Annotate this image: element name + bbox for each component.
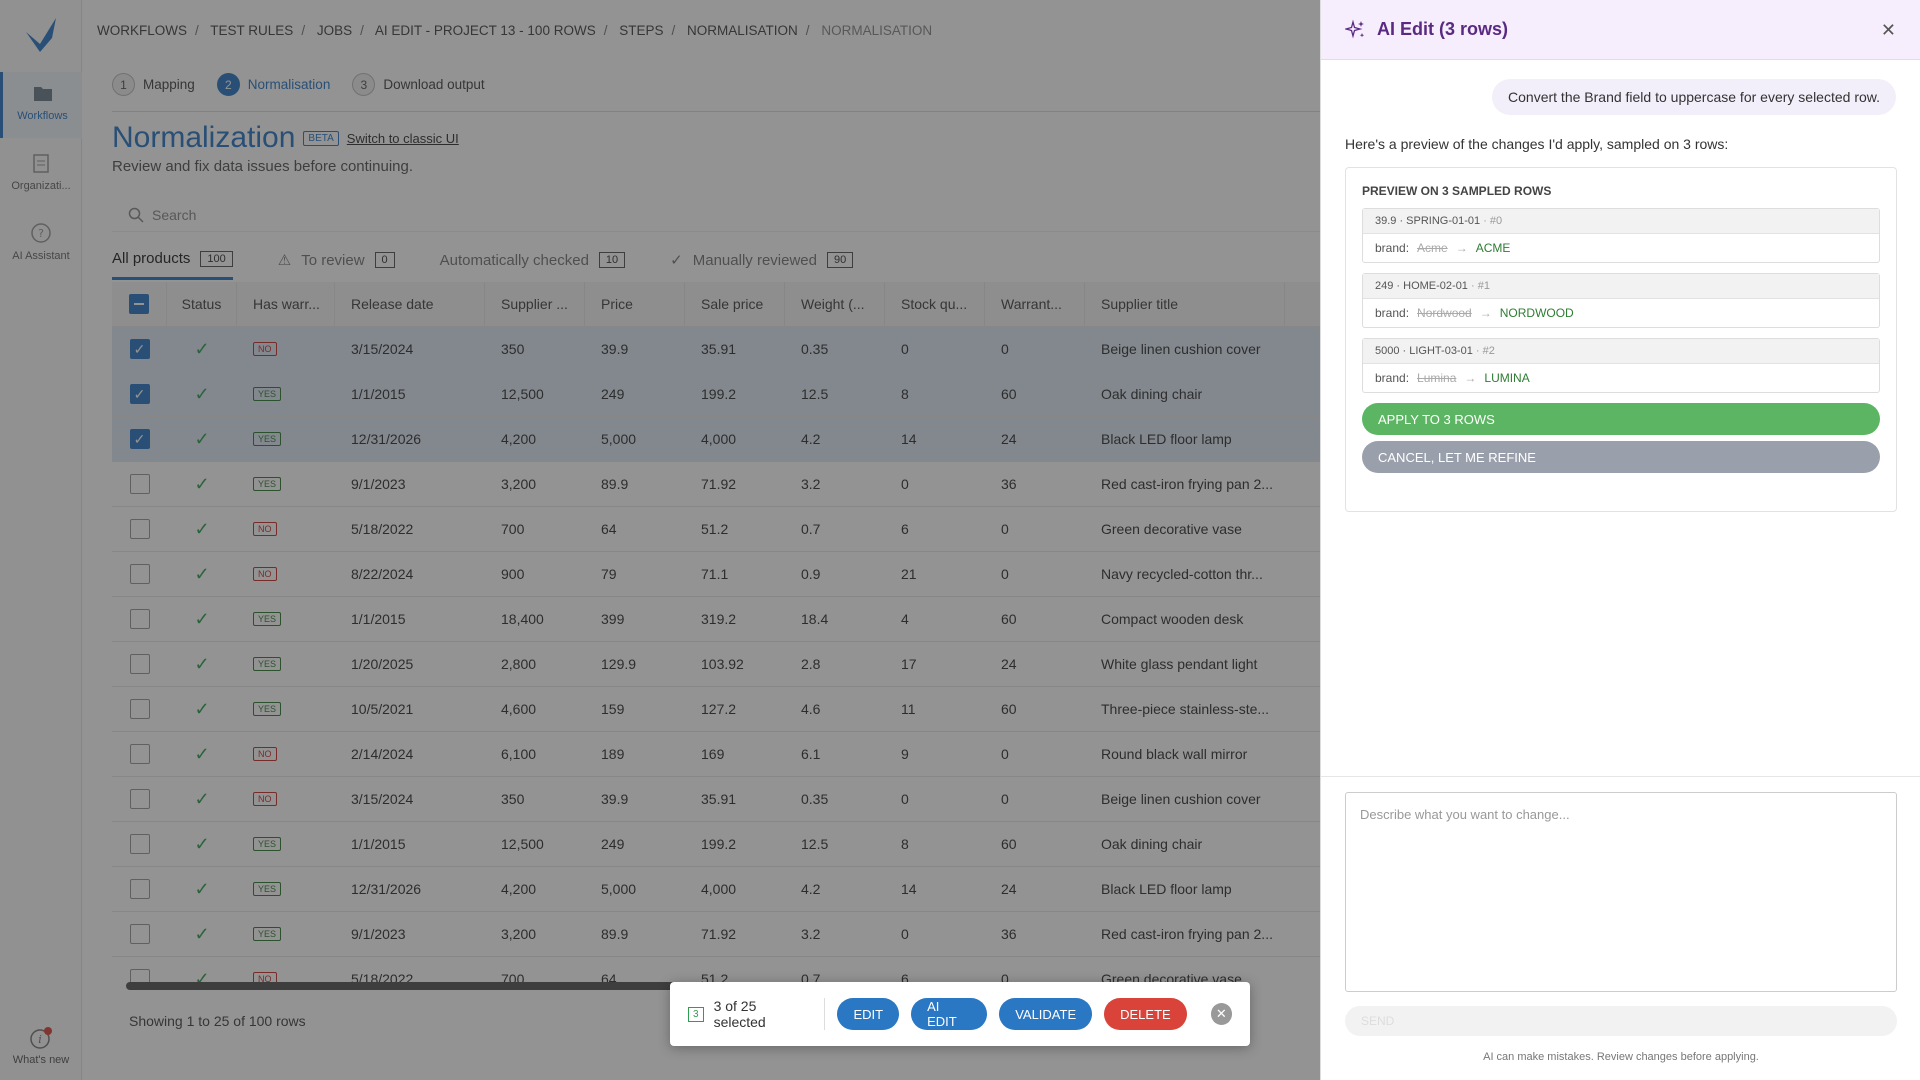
new-value: ACME bbox=[1475, 241, 1511, 255]
arrow-icon: → bbox=[1455, 241, 1468, 255]
panel-title: AI Edit (3 rows) bbox=[1377, 19, 1509, 39]
selection-count: 3 3 of 25 selected bbox=[688, 998, 826, 1030]
sample-header: 5000 · LIGHT-03-01 · #2 bbox=[1363, 339, 1879, 364]
preview-title: PREVIEW ON 3 SAMPLED ROWS bbox=[1362, 184, 1552, 198]
new-value: LUMINA bbox=[1484, 371, 1530, 385]
sample-index: · #0 bbox=[1480, 215, 1503, 227]
sample-change: brand: Acme → ACME bbox=[1363, 234, 1879, 262]
sparkle-icon bbox=[1345, 19, 1365, 38]
sample-id: 5000 · LIGHT-03-01 bbox=[1375, 345, 1473, 357]
field-name: brand: bbox=[1375, 241, 1410, 255]
sample-change: brand: Nordwood → NORDWOOD bbox=[1363, 299, 1879, 327]
panel-header: AI Edit (3 rows) bbox=[1321, 0, 1920, 60]
field-name: brand: bbox=[1375, 306, 1410, 320]
sample-header: 39.9 · SPRING-01-01 · #0 bbox=[1363, 209, 1879, 234]
old-value: Lumina bbox=[1417, 371, 1457, 385]
sample-index: · #2 bbox=[1472, 345, 1495, 357]
ai-disclaimer: AI can make mistakes. Review changes bef… bbox=[1483, 1051, 1759, 1063]
send-button[interactable]: SEND bbox=[1345, 1006, 1897, 1036]
prompt-placeholder: Describe what you want to change... bbox=[1360, 807, 1570, 822]
prompt-textarea[interactable]: Describe what you want to change... bbox=[1345, 792, 1897, 992]
selection-badge: 3 bbox=[688, 1006, 704, 1022]
clear-selection-icon[interactable]: ✕ bbox=[1210, 1003, 1232, 1025]
arrow-icon: → bbox=[1464, 371, 1477, 385]
modal-backdrop[interactable] bbox=[0, 0, 1320, 1080]
old-value: Nordwood bbox=[1417, 306, 1472, 320]
sample-id: 249 · HOME-02-01 bbox=[1375, 280, 1468, 292]
sample-header: 249 · HOME-02-01 · #1 bbox=[1363, 274, 1879, 299]
arrow-icon: → bbox=[1479, 306, 1492, 320]
user-message: Convert the Brand field to uppercase for… bbox=[1492, 79, 1896, 115]
cancel-refine-button[interactable]: CANCEL, LET ME REFINE bbox=[1362, 441, 1880, 473]
selection-label: 3 of 25 selected bbox=[713, 998, 766, 1030]
preview-sample: 5000 · LIGHT-03-01 · #2 brand: Lumina → LUMI… bbox=[1362, 338, 1880, 393]
ai-message: Here's a preview of the changes I'd appl… bbox=[1345, 136, 1729, 152]
new-value: NORDWOOD bbox=[1499, 306, 1574, 320]
sample-index: · #1 bbox=[1467, 280, 1490, 292]
edit-button[interactable]: EDIT bbox=[837, 998, 900, 1030]
sample-id: 39.9 · SPRING-01-01 bbox=[1375, 215, 1481, 227]
ai-edit-panel: AI Edit (3 rows) ✕ Convert the Brand fie… bbox=[1320, 0, 1920, 1080]
sample-change: brand: Lumina → LUMINA bbox=[1363, 364, 1879, 392]
preview-card: PREVIEW ON 3 SAMPLED ROWS 39.9 · SPRING-… bbox=[1345, 167, 1897, 512]
close-icon[interactable]: ✕ bbox=[1880, 20, 1896, 40]
divider bbox=[1321, 776, 1920, 777]
preview-sample: 39.9 · SPRING-01-01 · #0 brand: Acme → ACME bbox=[1362, 208, 1880, 263]
ai-edit-button[interactable]: AI EDIT bbox=[911, 998, 988, 1030]
delete-button[interactable]: DELETE bbox=[1104, 998, 1187, 1030]
validate-button[interactable]: VALIDATE bbox=[999, 998, 1093, 1030]
old-value: Acme bbox=[1417, 241, 1448, 255]
field-name: brand: bbox=[1375, 371, 1410, 385]
preview-sample: 249 · HOME-02-01 · #1 brand: Nordwood → NORD… bbox=[1362, 273, 1880, 328]
apply-button[interactable]: APPLY TO 3 ROWS bbox=[1362, 403, 1880, 435]
selection-action-bar: 3 3 of 25 selected EDIT AI EDIT VALIDATE… bbox=[670, 982, 1250, 1046]
